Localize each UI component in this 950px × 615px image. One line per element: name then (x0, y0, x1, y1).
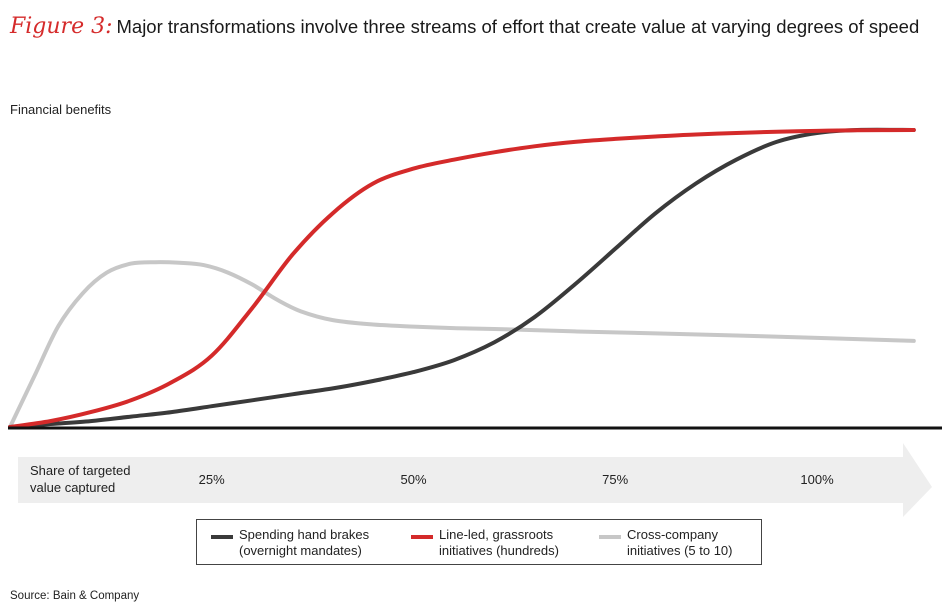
series-line-cross-company (8, 260, 916, 429)
legend-label-grassroots: Line-led, grassroots initiatives (hundre… (439, 527, 559, 558)
x-tick-label: 25% (199, 472, 225, 487)
figure-title-text: Major transformations involve three stre… (116, 16, 920, 37)
legend-label-spending: Spending hand brakes (overnight mandates… (239, 527, 370, 558)
source-note: Source: Bain & Company (10, 590, 140, 602)
series-line-spending-hand-brakes (8, 127, 916, 429)
figure-title: Figure 3: Major transformations involve t… (10, 14, 919, 39)
legend-label-cross-company: Cross-company initiatives (5 to 10) (627, 527, 733, 558)
legend-item-grassroots: Line-led, grassroots initiatives (hundre… (411, 527, 559, 559)
legend-item-spending: Spending hand brakes (overnight mandates… (211, 527, 369, 559)
legend-item-cross-company: Cross-company initiatives (5 to 10) (599, 527, 733, 559)
x-tick-label: 75% (602, 472, 628, 487)
figure-label: Figure 3: (10, 14, 113, 39)
series-line-grassroots (8, 128, 916, 429)
x-tick-label: 100% (800, 472, 834, 487)
legend-swatch-cross-company (599, 535, 621, 539)
x-tick-labels: 25% 50% 75% 100% (199, 472, 834, 487)
y-axis-label: Financial benefits (10, 102, 112, 117)
legend-swatch-spending (211, 535, 233, 539)
x-axis-arrow (18, 443, 932, 517)
legend-swatch-grassroots (411, 535, 433, 539)
x-axis-label: Share of targeted value captured (30, 463, 130, 495)
series-lines (8, 127, 916, 429)
legend: Spending hand brakes (overnight mandates… (196, 519, 762, 565)
x-tick-label: 50% (400, 472, 426, 487)
